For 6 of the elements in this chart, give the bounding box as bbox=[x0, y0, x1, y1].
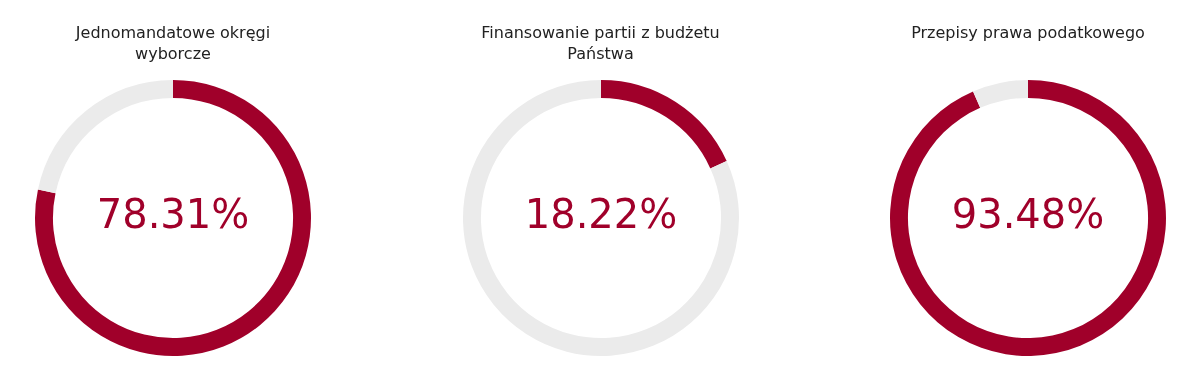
chart-title: Finansowanie partii z budżetu Państwa bbox=[480, 22, 721, 65]
chart-title: Jednomandatowe okręgi wyborcze bbox=[74, 22, 272, 65]
data-label: 93.48% bbox=[951, 191, 1105, 238]
data-label: 18.22% bbox=[524, 191, 677, 238]
chart-title: Przepisy prawa podatkowego bbox=[910, 22, 1146, 44]
data-label: 78.31% bbox=[96, 191, 250, 238]
